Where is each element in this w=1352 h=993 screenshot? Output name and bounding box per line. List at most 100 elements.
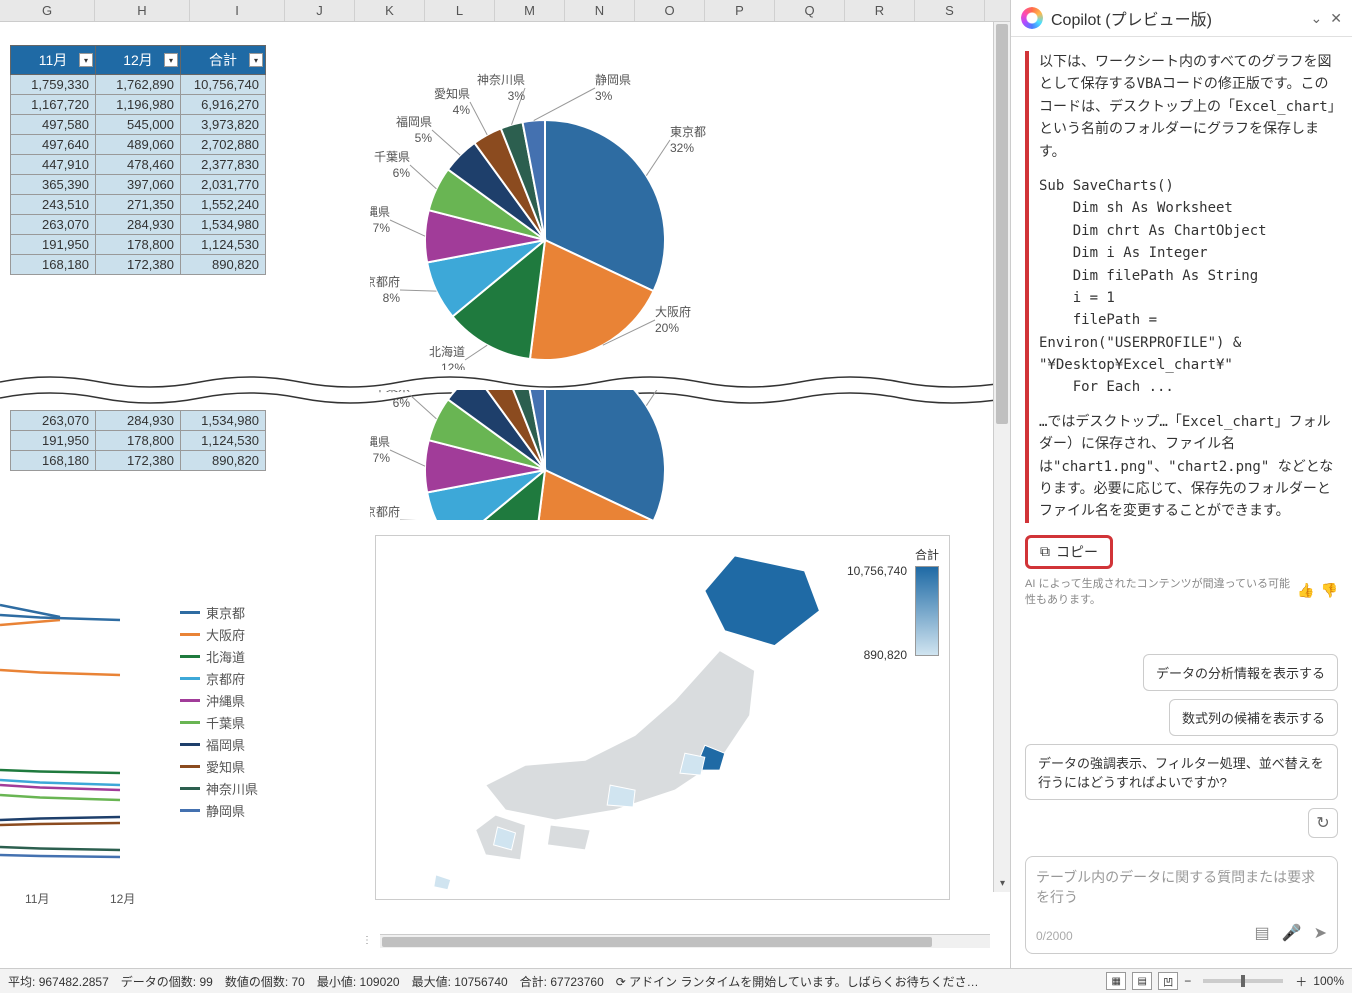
- cell[interactable]: 1,196,980: [96, 95, 181, 115]
- pie-chart-lower[interactable]: 東京都32%大阪府20%北海道12%京都府8%沖縄県7%千葉県6%福岡県5%愛知…: [370, 390, 720, 520]
- zoom-slider[interactable]: [1203, 979, 1283, 983]
- response-text-2: …ではデスクトップ…「Excel_chart」フォルダー）に保存され、ファイル名…: [1039, 411, 1338, 523]
- cell[interactable]: 890,820: [181, 451, 266, 471]
- cell[interactable]: 497,580: [11, 115, 96, 135]
- view-break-icon[interactable]: 凹: [1158, 972, 1178, 990]
- col-Q[interactable]: Q: [775, 0, 845, 21]
- scroll-thumb[interactable]: [382, 937, 932, 947]
- cell[interactable]: 447,910: [11, 155, 96, 175]
- thumbs-up-icon[interactable]: 👍: [1297, 582, 1314, 599]
- pie-chart[interactable]: 東京都32%大阪府20%北海道12%京都府8%沖縄県7%千葉県6%福岡県5%愛知…: [370, 40, 720, 390]
- map-chart[interactable]: 合計 10,756,740 890,820: [375, 535, 950, 900]
- col-K[interactable]: K: [355, 0, 425, 21]
- svg-text:神奈川県: 神奈川県: [477, 73, 525, 87]
- cell[interactable]: 3,973,820: [181, 115, 266, 135]
- svg-text:大阪府: 大阪府: [655, 304, 691, 319]
- cell[interactable]: 489,060: [96, 135, 181, 155]
- cell[interactable]: 1,534,980: [181, 411, 266, 431]
- cell[interactable]: 263,070: [11, 411, 96, 431]
- cell[interactable]: 2,031,770: [181, 175, 266, 195]
- cell[interactable]: 1,167,720: [11, 95, 96, 115]
- cell[interactable]: 284,930: [96, 411, 181, 431]
- refresh-button[interactable]: ↻: [1308, 808, 1338, 838]
- col-R[interactable]: R: [845, 0, 915, 21]
- cell[interactable]: 397,060: [96, 175, 181, 195]
- cell[interactable]: 172,380: [96, 255, 181, 275]
- legend-item: 大阪府: [180, 625, 258, 644]
- svg-text:沖縄県: 沖縄県: [370, 204, 390, 219]
- zoom-in-icon[interactable]: ＋: [1295, 973, 1307, 990]
- filter-icon[interactable]: ▾: [164, 53, 178, 67]
- svg-text:京都府: 京都府: [370, 274, 400, 289]
- zoom-out-icon[interactable]: −: [1184, 974, 1191, 988]
- cell[interactable]: 172,380: [96, 451, 181, 471]
- col-J[interactable]: J: [285, 0, 355, 21]
- send-icon[interactable]: ➤: [1314, 923, 1327, 943]
- zoom-level[interactable]: 100%: [1313, 974, 1344, 988]
- cell[interactable]: 478,460: [96, 155, 181, 175]
- svg-text:千葉県: 千葉県: [374, 150, 410, 164]
- copy-button[interactable]: ⧉ コピー: [1025, 535, 1113, 569]
- cell[interactable]: 243,510: [11, 195, 96, 215]
- filter-icon[interactable]: ▾: [249, 53, 263, 67]
- col-G[interactable]: G: [0, 0, 95, 21]
- scroll-thumb[interactable]: [996, 24, 1008, 424]
- expand-icon[interactable]: ⌄: [1311, 10, 1323, 27]
- scroll-down-icon[interactable]: ▾: [994, 875, 1011, 892]
- line-chart[interactable]: [0, 595, 175, 885]
- status-sum: 合計: 67723760: [520, 973, 604, 990]
- cell[interactable]: 1,759,330: [11, 75, 96, 95]
- col-S[interactable]: S: [915, 0, 985, 21]
- view-normal-icon[interactable]: ▦: [1106, 972, 1126, 990]
- col-I[interactable]: I: [190, 0, 285, 21]
- cell[interactable]: 365,390: [11, 175, 96, 195]
- col-M[interactable]: M: [495, 0, 565, 21]
- svg-text:福岡県: 福岡県: [396, 114, 432, 129]
- svg-text:4%: 4%: [453, 103, 471, 117]
- worksheet-area: G H I J K L M N O P Q R S 11月▾ 12月▾ 合計▾ …: [0, 0, 1010, 993]
- cell[interactable]: 497,640: [11, 135, 96, 155]
- horizontal-scrollbar[interactable]: ⋮: [380, 934, 990, 948]
- data-table-lower[interactable]: 263,070284,9301,534,980 191,950178,8001,1…: [10, 410, 266, 471]
- cell[interactable]: 890,820: [181, 255, 266, 275]
- close-icon[interactable]: ✕: [1330, 10, 1342, 27]
- col-P[interactable]: P: [705, 0, 775, 21]
- col-H[interactable]: H: [95, 0, 190, 21]
- col-L[interactable]: L: [425, 0, 495, 21]
- cell[interactable]: 178,800: [96, 235, 181, 255]
- cell[interactable]: 10,756,740: [181, 75, 266, 95]
- cell[interactable]: 1,124,530: [181, 235, 266, 255]
- suggestion-button[interactable]: データの分析情報を表示する: [1143, 654, 1338, 691]
- cell[interactable]: 263,070: [11, 215, 96, 235]
- filter-icon[interactable]: ▾: [79, 53, 93, 67]
- cell[interactable]: 2,377,830: [181, 155, 266, 175]
- cell[interactable]: 1,534,980: [181, 215, 266, 235]
- cell[interactable]: 168,180: [11, 255, 96, 275]
- cell[interactable]: 1,124,530: [181, 431, 266, 451]
- cell[interactable]: 2,702,880: [181, 135, 266, 155]
- data-table[interactable]: 11月▾ 12月▾ 合計▾ 1,759,3301,762,89010,756,7…: [10, 45, 266, 275]
- vertical-scrollbar[interactable]: ▴ ▾: [993, 22, 1010, 892]
- cell[interactable]: 545,000: [96, 115, 181, 135]
- split-handle-icon[interactable]: ⋮: [362, 935, 372, 946]
- cell[interactable]: 1,552,240: [181, 195, 266, 215]
- mic-icon[interactable]: 🎤: [1282, 923, 1302, 943]
- cell[interactable]: 271,350: [96, 195, 181, 215]
- col-O[interactable]: O: [635, 0, 705, 21]
- thumbs-down-icon[interactable]: 👎: [1321, 582, 1338, 599]
- svg-text:8%: 8%: [383, 291, 401, 305]
- suggestion-button[interactable]: データの強調表示、フィルター処理、並べ替えを行うにはどうすればよいですか?: [1025, 744, 1338, 800]
- cell[interactable]: 168,180: [11, 451, 96, 471]
- cell[interactable]: 191,950: [11, 431, 96, 451]
- cell[interactable]: 178,800: [96, 431, 181, 451]
- view-layout-icon[interactable]: ▤: [1132, 972, 1152, 990]
- col-N[interactable]: N: [565, 0, 635, 21]
- book-icon[interactable]: ▤: [1255, 923, 1270, 943]
- suggestion-button[interactable]: 数式列の候補を表示する: [1169, 699, 1338, 736]
- legend-item: 静岡県: [180, 801, 258, 820]
- cell[interactable]: 6,916,270: [181, 95, 266, 115]
- prompt-input[interactable]: テーブル内のデータに関する質問または要求を行う 0/2000 ▤ 🎤 ➤: [1025, 856, 1338, 954]
- cell[interactable]: 191,950: [11, 235, 96, 255]
- cell[interactable]: 1,762,890: [96, 75, 181, 95]
- cell[interactable]: 284,930: [96, 215, 181, 235]
